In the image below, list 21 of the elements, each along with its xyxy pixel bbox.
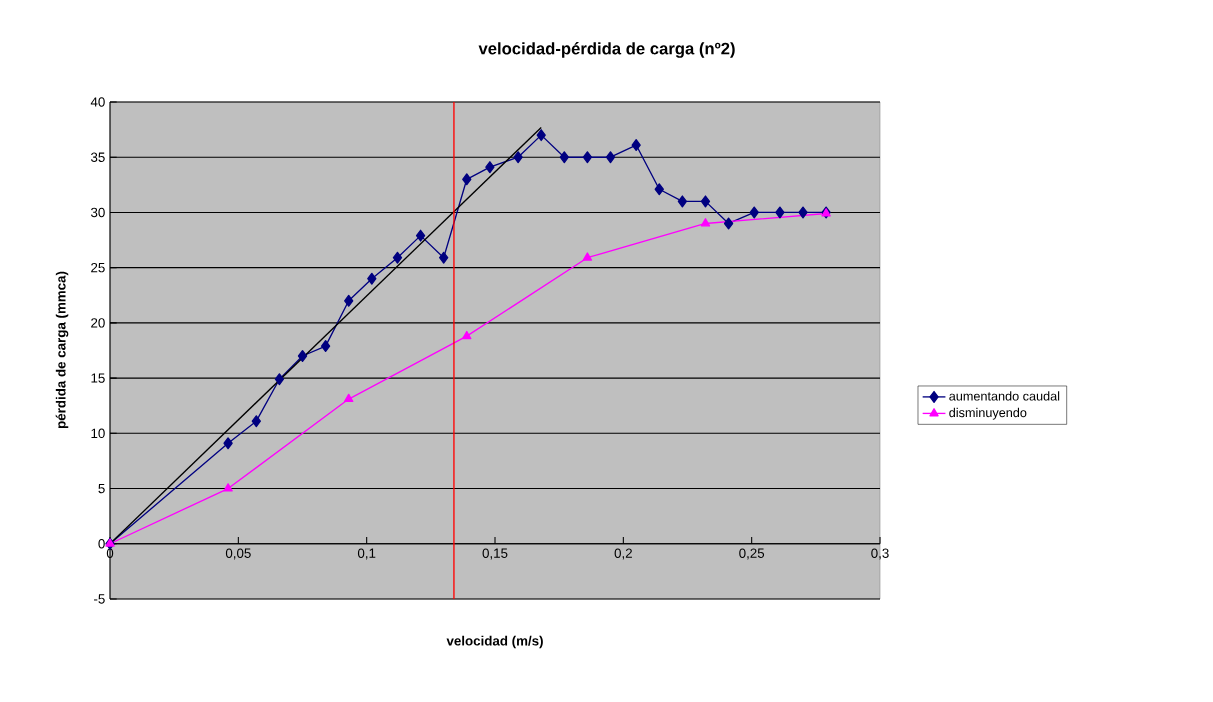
y-tick-label: 40 <box>90 97 105 107</box>
y-tick-label: 10 <box>91 428 105 439</box>
x-tick-label: 0,3 <box>871 548 889 560</box>
y-tick-label: 15 <box>91 373 105 383</box>
y-tick-label: -5 <box>94 594 105 604</box>
x-tick-label: 0,2 <box>614 548 632 560</box>
y-tick-label: 30 <box>90 207 105 218</box>
y-tick-label: 0 <box>98 539 105 549</box>
y-tick-label: 20 <box>91 318 105 328</box>
x-tick-label: 0,05 <box>225 548 251 560</box>
x-axis-title: velocidad (m/s) <box>446 635 543 649</box>
y-axis-title: pérdida de carga (mmca) <box>55 271 69 429</box>
x-tick-label: 0,25 <box>739 548 765 560</box>
y-tick-label: 25 <box>91 262 105 273</box>
x-tick-label: 0,15 <box>482 548 508 560</box>
legend-label: aumentando caudal <box>949 391 1060 401</box>
legend-label: disminuyendo <box>949 407 1027 420</box>
y-tick-label: 35 <box>90 152 105 162</box>
y-tick-label: 5 <box>98 483 105 494</box>
chart-title: velocidad-pérdida de carga (nº2) <box>478 42 735 58</box>
x-tick-label: 0,1 <box>357 548 376 560</box>
